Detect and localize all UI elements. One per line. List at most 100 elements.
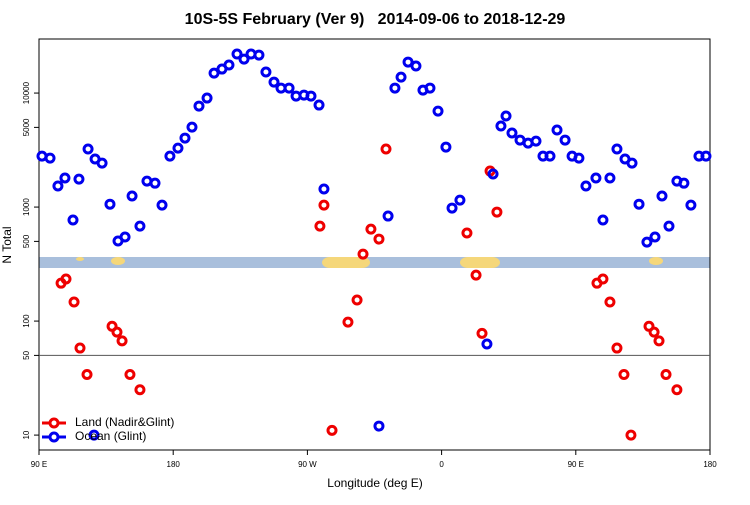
point bbox=[179, 132, 191, 144]
point bbox=[470, 269, 482, 281]
point bbox=[96, 157, 108, 169]
point bbox=[656, 190, 668, 202]
point bbox=[68, 296, 80, 308]
ocean-strip bbox=[39, 257, 710, 268]
point bbox=[318, 183, 330, 195]
point bbox=[389, 82, 401, 94]
point bbox=[648, 326, 660, 338]
point bbox=[380, 143, 392, 155]
point bbox=[424, 82, 436, 94]
map-strip bbox=[39, 257, 710, 268]
point bbox=[149, 177, 161, 189]
y-tick-label: 10 bbox=[22, 430, 31, 439]
point bbox=[283, 82, 295, 94]
x-tick-label: 90 E bbox=[568, 460, 584, 469]
point bbox=[590, 172, 602, 184]
point bbox=[60, 273, 72, 285]
point bbox=[653, 335, 665, 347]
point bbox=[649, 231, 661, 243]
x-tick-label: 180 bbox=[703, 460, 717, 469]
point bbox=[156, 199, 168, 211]
point bbox=[124, 368, 136, 380]
point bbox=[44, 152, 56, 164]
x-tick-label: 180 bbox=[167, 460, 181, 469]
point bbox=[231, 48, 243, 60]
point bbox=[476, 327, 488, 339]
point bbox=[446, 202, 458, 214]
point bbox=[580, 180, 592, 192]
point bbox=[342, 316, 354, 328]
point bbox=[481, 338, 493, 350]
y-tick-label: 1000 bbox=[22, 198, 31, 216]
point bbox=[618, 368, 630, 380]
point bbox=[597, 273, 609, 285]
point bbox=[491, 206, 503, 218]
point bbox=[604, 296, 616, 308]
y-axis-label: N Total bbox=[0, 226, 14, 263]
y-tick-label: 5000 bbox=[22, 118, 31, 136]
point bbox=[82, 143, 94, 155]
point bbox=[52, 180, 64, 192]
point bbox=[440, 141, 452, 153]
point bbox=[700, 150, 712, 162]
point bbox=[487, 168, 499, 180]
point bbox=[373, 233, 385, 245]
point bbox=[119, 231, 131, 243]
land-patch bbox=[76, 257, 84, 261]
point bbox=[410, 60, 422, 72]
point bbox=[357, 248, 369, 260]
y-tick-label: 50 bbox=[22, 350, 31, 359]
point bbox=[454, 194, 466, 206]
point bbox=[663, 220, 675, 232]
point bbox=[126, 190, 138, 202]
point bbox=[208, 67, 220, 79]
point bbox=[506, 127, 518, 139]
point bbox=[551, 124, 563, 136]
point bbox=[186, 121, 198, 133]
chart-title: 10S-5S February (Ver 9) 2014-09-06 to 20… bbox=[185, 11, 566, 28]
y-tick-label: 10000 bbox=[22, 81, 31, 104]
point bbox=[625, 429, 637, 441]
point bbox=[59, 172, 71, 184]
point bbox=[559, 134, 571, 146]
point bbox=[461, 227, 473, 239]
land-patch bbox=[322, 257, 370, 268]
point bbox=[597, 214, 609, 226]
point bbox=[134, 220, 146, 232]
point bbox=[67, 214, 79, 226]
point bbox=[253, 49, 265, 61]
point bbox=[201, 92, 213, 104]
point bbox=[395, 71, 407, 83]
x-tick-label: 90 W bbox=[298, 460, 317, 469]
point bbox=[402, 56, 414, 68]
point bbox=[641, 236, 653, 248]
point bbox=[88, 429, 100, 441]
point bbox=[134, 384, 146, 396]
point bbox=[172, 142, 184, 154]
land-patch bbox=[649, 257, 663, 265]
x-tick-label: 90 E bbox=[31, 460, 47, 469]
y-tick-label: 500 bbox=[22, 234, 31, 248]
point bbox=[81, 368, 93, 380]
point bbox=[260, 66, 272, 78]
point bbox=[164, 150, 176, 162]
point bbox=[351, 294, 363, 306]
point bbox=[326, 424, 338, 436]
point bbox=[116, 335, 128, 347]
point bbox=[678, 177, 690, 189]
legend-label: Ocean (Glint) bbox=[75, 429, 146, 443]
point bbox=[268, 76, 280, 88]
point bbox=[660, 368, 672, 380]
plot-frame bbox=[38, 38, 711, 451]
point bbox=[223, 59, 235, 71]
legend-label: Land (Nadir&Glint) bbox=[75, 415, 174, 429]
point bbox=[544, 150, 556, 162]
point bbox=[500, 110, 512, 122]
y-tick-label: 100 bbox=[22, 314, 31, 328]
point bbox=[382, 210, 394, 222]
point bbox=[104, 198, 116, 210]
legend-marker bbox=[48, 417, 60, 429]
point bbox=[611, 143, 623, 155]
